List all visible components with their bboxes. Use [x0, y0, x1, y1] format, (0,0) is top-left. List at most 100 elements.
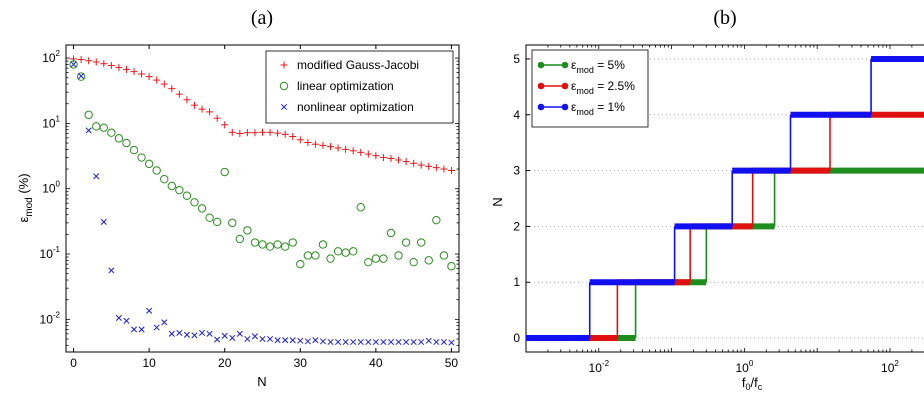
- a-point-s0-4: [100, 60, 108, 68]
- a-xtick-label-0: 0: [70, 356, 77, 370]
- a-point-s1-7: [122, 138, 131, 148]
- a-point-s1-25: [258, 240, 267, 249]
- panel-b-x-label-base: f: [742, 375, 746, 390]
- a-point-s2-50: [448, 339, 455, 346]
- panel-a-legend: modified Gauss-Jacobi linear optimization…: [265, 50, 454, 124]
- a-point-s1-42: [386, 228, 396, 238]
- a-point-s0-20: [221, 121, 229, 129]
- a-ytick-label-2-exp: 0: [56, 180, 61, 189]
- panel-a-y-label-unit: (%): [16, 173, 31, 197]
- a-point-s2-32-d2: [312, 337, 319, 344]
- a-legend-marker-2: [280, 103, 288, 111]
- a-point-s2-4-d2: [100, 218, 107, 225]
- a-point-s1-13-ring: [167, 181, 177, 191]
- a-ytick-label-3-base: 10: [42, 116, 56, 130]
- a-point-s1-11-ring: [152, 166, 161, 175]
- a-point-s2-46-d2: [418, 338, 425, 346]
- a-point-s2-30: [297, 337, 304, 344]
- a-point-s1-6: [114, 134, 124, 143]
- a-point-s2-11: [153, 324, 160, 331]
- a-point-s1-8-ring: [129, 145, 139, 155]
- a-point-s1-27: [273, 240, 282, 249]
- a-point-s2-48-d2: [433, 338, 440, 346]
- a-point-s1-37: [348, 247, 358, 256]
- b-xtick-label-1-base: 10: [735, 361, 749, 375]
- a-point-s1-43: [394, 251, 403, 260]
- a-ytick-label-1-exp: -1: [53, 245, 61, 254]
- a-point-s2-41: [380, 338, 387, 346]
- b-ytick-label-1: 1: [513, 275, 520, 289]
- a-point-s2-20: [221, 332, 228, 339]
- a-point-s1-33-ring: [318, 240, 328, 249]
- panel-a-x-axis-label: N: [257, 374, 266, 389]
- a-point-s2-2-d2: [85, 127, 92, 134]
- b-ytick-label-4: 4: [513, 108, 520, 122]
- a-xtick-label-2: 20: [218, 356, 232, 370]
- a-point-s2-33: [319, 338, 327, 345]
- a-point-s2-18: [206, 330, 213, 337]
- a-point-s1-5: [107, 128, 116, 137]
- a-point-s1-45-ring: [409, 257, 418, 267]
- a-point-s2-24: [251, 333, 258, 340]
- b-legend-label-0: εmod = 5%: [571, 58, 625, 75]
- a-point-s2-17-d2: [198, 329, 206, 336]
- a-point-s1-26: [265, 242, 275, 251]
- a-point-s2-37-d2: [350, 338, 357, 346]
- a-point-s1-5-ring: [107, 128, 116, 137]
- a-legend-label-0: modified Gauss-Jacobi: [297, 58, 419, 72]
- a-point-s1-30-ring: [296, 259, 305, 269]
- b-xtick-label-2: 102: [881, 359, 899, 375]
- a-point-s0-27: [274, 129, 282, 137]
- a-point-s1-34: [326, 254, 335, 263]
- a-point-s1-49-ring: [439, 251, 449, 260]
- a-point-s0-22: [236, 130, 244, 138]
- a-point-s2-13-d2: [168, 330, 175, 337]
- a-point-s1-46-ring: [417, 238, 426, 247]
- panel-b-label: (b): [713, 7, 736, 29]
- a-point-s2-23: [244, 335, 251, 343]
- a-ytick-label-2-base: 10: [42, 182, 56, 196]
- a-point-s2-26: [267, 335, 274, 343]
- a-point-s0-48: [432, 164, 440, 172]
- a-point-s0-16: [190, 101, 198, 109]
- a-point-s0-33: [319, 141, 327, 149]
- a-point-s0-26: [266, 128, 274, 136]
- a-point-s1-19-ring: [212, 217, 222, 227]
- a-point-s1-47-ring: [424, 256, 433, 265]
- a-point-s2-24-d2: [251, 333, 258, 340]
- a-point-s2-13: [168, 330, 175, 337]
- a-ytick-label-2: 100: [42, 180, 60, 196]
- a-point-s2-28-d2: [282, 337, 289, 344]
- a-point-s0-9: [138, 70, 146, 78]
- a-point-s1-17-ring: [197, 204, 207, 213]
- a-point-s1-13: [167, 181, 177, 191]
- panel-b-x-label-sub1: 0: [745, 382, 750, 392]
- a-point-s1-28-ring: [280, 242, 290, 251]
- a-point-s2-39: [365, 338, 372, 346]
- a-point-s0-13: [168, 85, 176, 93]
- a-ytick-label-0-exp: -2: [53, 310, 61, 319]
- a-point-s2-40-d2: [372, 338, 379, 346]
- a-point-s2-4: [100, 218, 107, 225]
- a-point-s0-14: [175, 90, 183, 98]
- b-xtick-label-2-exp: 2: [894, 359, 899, 368]
- a-point-s2-47: [425, 337, 432, 344]
- a-point-s1-0-ring: [69, 60, 78, 69]
- a-point-s2-9-d2: [138, 326, 145, 333]
- a-point-s2-35: [335, 338, 342, 346]
- a-point-s0-23: [243, 129, 251, 137]
- b-xtick-label-0: 10-2: [589, 359, 610, 375]
- a-point-s1-45: [409, 257, 418, 267]
- a-point-s1-23: [243, 226, 252, 235]
- a-point-s2-5: [108, 267, 115, 274]
- a-point-s2-12: [161, 319, 168, 326]
- b-legend-label-value-1: = 2.5%: [594, 79, 635, 93]
- a-point-s1-37-ring: [348, 247, 358, 256]
- a-point-s2-41-d2: [380, 338, 387, 346]
- a-point-s1-27-ring: [273, 240, 282, 249]
- a-point-s2-9: [138, 326, 145, 333]
- a-point-s2-20-d2: [221, 332, 228, 339]
- panel-a-marks: [69, 55, 456, 346]
- a-point-s2-16-d2: [191, 332, 198, 339]
- a-point-s2-49-d2: [440, 338, 447, 346]
